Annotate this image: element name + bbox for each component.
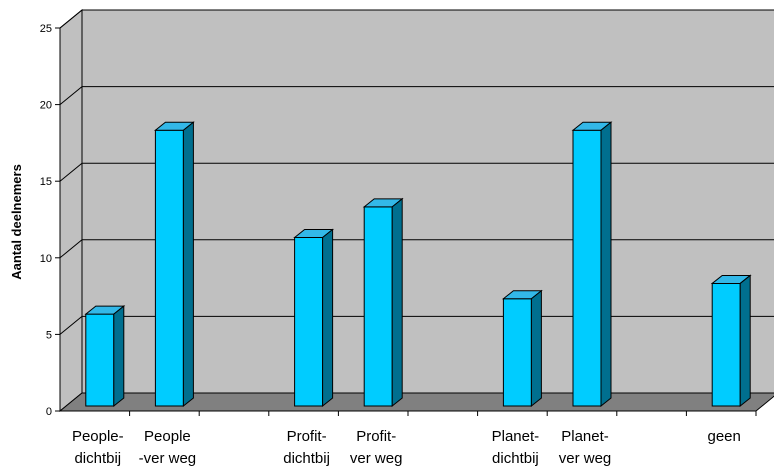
y-tick-label: 5	[46, 329, 52, 341]
y-tick-label: 25	[40, 23, 52, 35]
bar-front	[711, 282, 741, 407]
x-category-label: dichtbij	[492, 450, 539, 466]
bar-side	[391, 197, 403, 408]
back-wall	[81, 9, 774, 394]
x-category-label: dichtbij	[74, 450, 121, 466]
x-category-label: -ver weg	[139, 450, 197, 466]
bar-front	[572, 129, 602, 407]
bar-front	[502, 298, 532, 407]
bar	[710, 274, 752, 408]
gridline	[59, 315, 774, 335]
bar-side	[739, 274, 751, 408]
bars	[84, 121, 752, 408]
y-tick-label: 15	[40, 176, 52, 188]
bar-side	[530, 289, 542, 408]
x-category-label: People	[144, 428, 191, 445]
y-tick-label: 0	[46, 406, 52, 418]
y-axis-title: Aantal deelnemers	[9, 164, 24, 280]
gridline	[59, 162, 774, 182]
x-category-label: ver weg	[350, 450, 403, 466]
x-category-label: Planet-	[492, 428, 540, 445]
gridline	[59, 239, 774, 259]
bar-side	[113, 305, 125, 408]
bar-front	[294, 236, 324, 407]
x-category-label: dichtbij	[283, 450, 330, 466]
bar-front	[154, 129, 184, 407]
x-category-label: Profit-	[287, 428, 327, 445]
bar	[362, 197, 404, 408]
gridline	[59, 9, 774, 29]
bar-side	[182, 121, 194, 408]
x-category-label: geen	[708, 428, 741, 445]
y-tick-label: 10	[40, 253, 52, 265]
x-category-label: ver weg	[559, 450, 612, 466]
chart-walls	[58, 8, 774, 413]
axes	[55, 27, 757, 416]
bar	[84, 305, 126, 408]
bar	[571, 121, 613, 408]
bar-side	[600, 121, 612, 408]
bar	[501, 289, 543, 408]
y-tick-label: 20	[40, 100, 52, 112]
bar-side	[322, 228, 334, 408]
bar	[153, 121, 195, 408]
x-category-labels: People-dichtbij People -ver weg Profit-dich…	[72, 428, 741, 466]
x-category-label: Planet-	[561, 428, 609, 445]
bar-front	[85, 313, 115, 407]
bar	[293, 228, 335, 408]
bar-front	[363, 206, 393, 407]
x-category-label: Profit-	[356, 428, 396, 445]
gridlines	[59, 9, 774, 335]
x-category-label: People-	[72, 428, 124, 445]
y-tick-labels: 0 5 10 15 20 25	[40, 23, 52, 418]
gridline	[59, 86, 774, 105]
side-wall	[59, 8, 83, 413]
